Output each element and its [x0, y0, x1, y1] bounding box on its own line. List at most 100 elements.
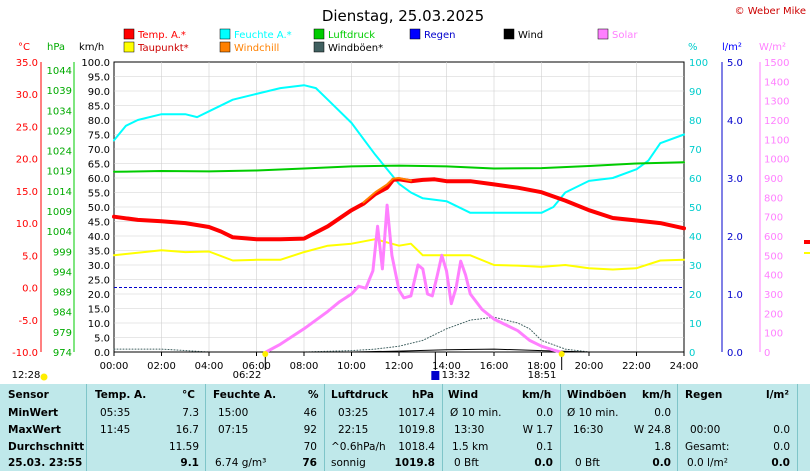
- row-max-hum-time: 07:15: [218, 424, 249, 436]
- header-sensor: Sensor: [8, 389, 49, 401]
- series-line-luftdruck: [113, 161, 685, 173]
- time-tick-label: 24:00: [670, 361, 699, 372]
- row-avg-rain: 0.0: [773, 441, 790, 453]
- chart-series: [112, 84, 810, 354]
- solar-tick-label: 1000: [764, 155, 789, 166]
- humidity-tick-label: 10: [689, 319, 702, 330]
- row-max-rain-time: 00:00: [690, 424, 721, 436]
- row-current-rain-today: 0.0 l/m²: [687, 457, 728, 469]
- humidity-unit-label: %: [688, 42, 698, 53]
- series-line-solar: [264, 203, 562, 354]
- series-line-wind: [113, 348, 685, 353]
- wind-tick-label: 60.0: [88, 174, 110, 185]
- row-avg-temp: 11.59: [168, 441, 199, 453]
- wind-tick-label: 65.0: [88, 160, 110, 171]
- axis-unit-labels: °C hPa km/h % l/m² W/m²: [18, 42, 786, 53]
- copyright-label: © Weber Mike: [735, 6, 806, 17]
- row-current-temp: 9.1: [180, 457, 199, 469]
- solar-tick-label: 700: [764, 213, 783, 224]
- solar-unit-label: W/m²: [759, 42, 786, 53]
- row-avg-wind: 0.1: [536, 441, 553, 453]
- wind-tick-label: 90.0: [88, 87, 110, 98]
- row-min-wind-label: Ø 10 min.: [450, 407, 502, 419]
- row-max-temp-time: 11:45: [100, 424, 131, 436]
- rain-tick-label: 0.0: [727, 348, 743, 359]
- header-wind-unit: km/h: [522, 389, 552, 401]
- header-rain-unit: l/m²: [766, 389, 789, 401]
- sun-mark-label: 13:32: [442, 370, 471, 381]
- time-tick-label: 22:00: [622, 361, 651, 372]
- pressure-tick-label: 994: [53, 267, 72, 278]
- wind-tick-label: 45.0: [88, 218, 110, 229]
- legend-swatch: [219, 28, 231, 40]
- legend-label: Feuchte A.*: [234, 30, 292, 41]
- row-current-abs-humidity: 6.74 g/m³: [215, 457, 267, 469]
- series-line-taupunkt: [113, 238, 685, 271]
- humidity-tick-label: 0: [689, 348, 695, 359]
- legend-label: Temp. A.*: [137, 30, 186, 41]
- temp-tick-label: 25.0: [16, 122, 38, 133]
- row-min-label: MinWert: [8, 407, 59, 419]
- row-current-wind: 0.0: [534, 457, 553, 469]
- chart-grid: [113, 61, 685, 353]
- stats-panel: Sensor Temp. A. °C Feuchte A. % Luftdruc…: [0, 384, 810, 471]
- header-pressure-unit: hPa: [412, 389, 434, 401]
- rain-tick-label: 2.0: [727, 232, 743, 243]
- pressure-tick-label: 979: [53, 328, 72, 339]
- temp-tick-label: 20.0: [16, 155, 38, 166]
- pressure-tick-label: 999: [53, 247, 72, 258]
- row-current-forecast: sonnig: [331, 457, 366, 469]
- moon-icon: [40, 373, 48, 381]
- legend-swatch: [313, 41, 325, 53]
- humidity-tick-label: 60: [689, 174, 702, 185]
- solar-tick-label: 400: [764, 271, 783, 282]
- humidity-tick-label: 70: [689, 145, 702, 156]
- rain-tick-label: 1.0: [727, 290, 743, 301]
- row-min-gust: 0.0: [654, 407, 671, 419]
- sunrise-icon: [262, 351, 269, 357]
- header-gust: Windböen: [567, 389, 627, 401]
- header-humidity-unit: %: [308, 389, 319, 401]
- row-min-hum-time: 15:00: [218, 407, 249, 419]
- row-avg-label: Durchschnitt: [8, 441, 85, 453]
- temp-tick-label: 10.0: [16, 219, 38, 230]
- series-line-windchill: [362, 177, 412, 204]
- row-max-wind-time: 13:30: [454, 424, 485, 436]
- header-humidity: Feuchte A.: [213, 389, 277, 401]
- pressure-unit-label: hPa: [47, 42, 65, 53]
- solar-tick-label: 1300: [764, 97, 789, 108]
- row-current-gust-bft: 0 Bft: [575, 457, 600, 469]
- wind-tick-label: 5.0: [94, 334, 110, 345]
- legend-swatch: [503, 28, 515, 40]
- solar-tick-label: 1500: [764, 58, 789, 69]
- wind-tick-label: 95.0: [88, 73, 110, 84]
- time-tick-label: 06:00: [242, 361, 271, 372]
- time-tick-label: 12:00: [385, 361, 414, 372]
- row-current-label: 25.03. 23:55: [8, 457, 83, 469]
- row-current-rain: 0.0: [771, 457, 790, 469]
- sun-mark-label: 06:22: [233, 370, 262, 381]
- humidity-tick-label: 100: [689, 58, 708, 69]
- pressure-tick-label: 1014: [47, 187, 72, 198]
- wind-tick-label: 55.0: [88, 189, 110, 200]
- humidity-tick-label: 20: [689, 290, 702, 301]
- pressure-tick-label: 1024: [47, 147, 72, 158]
- pressure-tick-label: 1044: [47, 66, 72, 77]
- header-wind: Wind: [448, 389, 479, 401]
- header-rain: Regen: [685, 389, 723, 401]
- legend-swatch: [123, 28, 135, 40]
- temp-tick-label: 15.0: [16, 187, 38, 198]
- row-max-label: MaxWert: [8, 424, 61, 436]
- row-max-temp: 16.7: [175, 424, 199, 436]
- temp-unit-label: °C: [18, 42, 30, 53]
- wind-tick-label: 15.0: [88, 305, 110, 316]
- temp-tick-label: 35.0: [16, 58, 38, 69]
- legend-label: Windböen*: [328, 43, 383, 54]
- pressure-tick-label: 1019: [47, 167, 72, 178]
- wind-tick-label: 70.0: [88, 145, 110, 156]
- row-min-press-time: 03:25: [338, 407, 369, 419]
- chart-axes: 35.0 30.0 25.0 20.0 15.0 10.0 5.0 0.0 -5.0 -10.0 1…: [12, 58, 789, 372]
- legend-swatch: [597, 28, 609, 40]
- legend-label: Taupunkt*: [137, 43, 189, 54]
